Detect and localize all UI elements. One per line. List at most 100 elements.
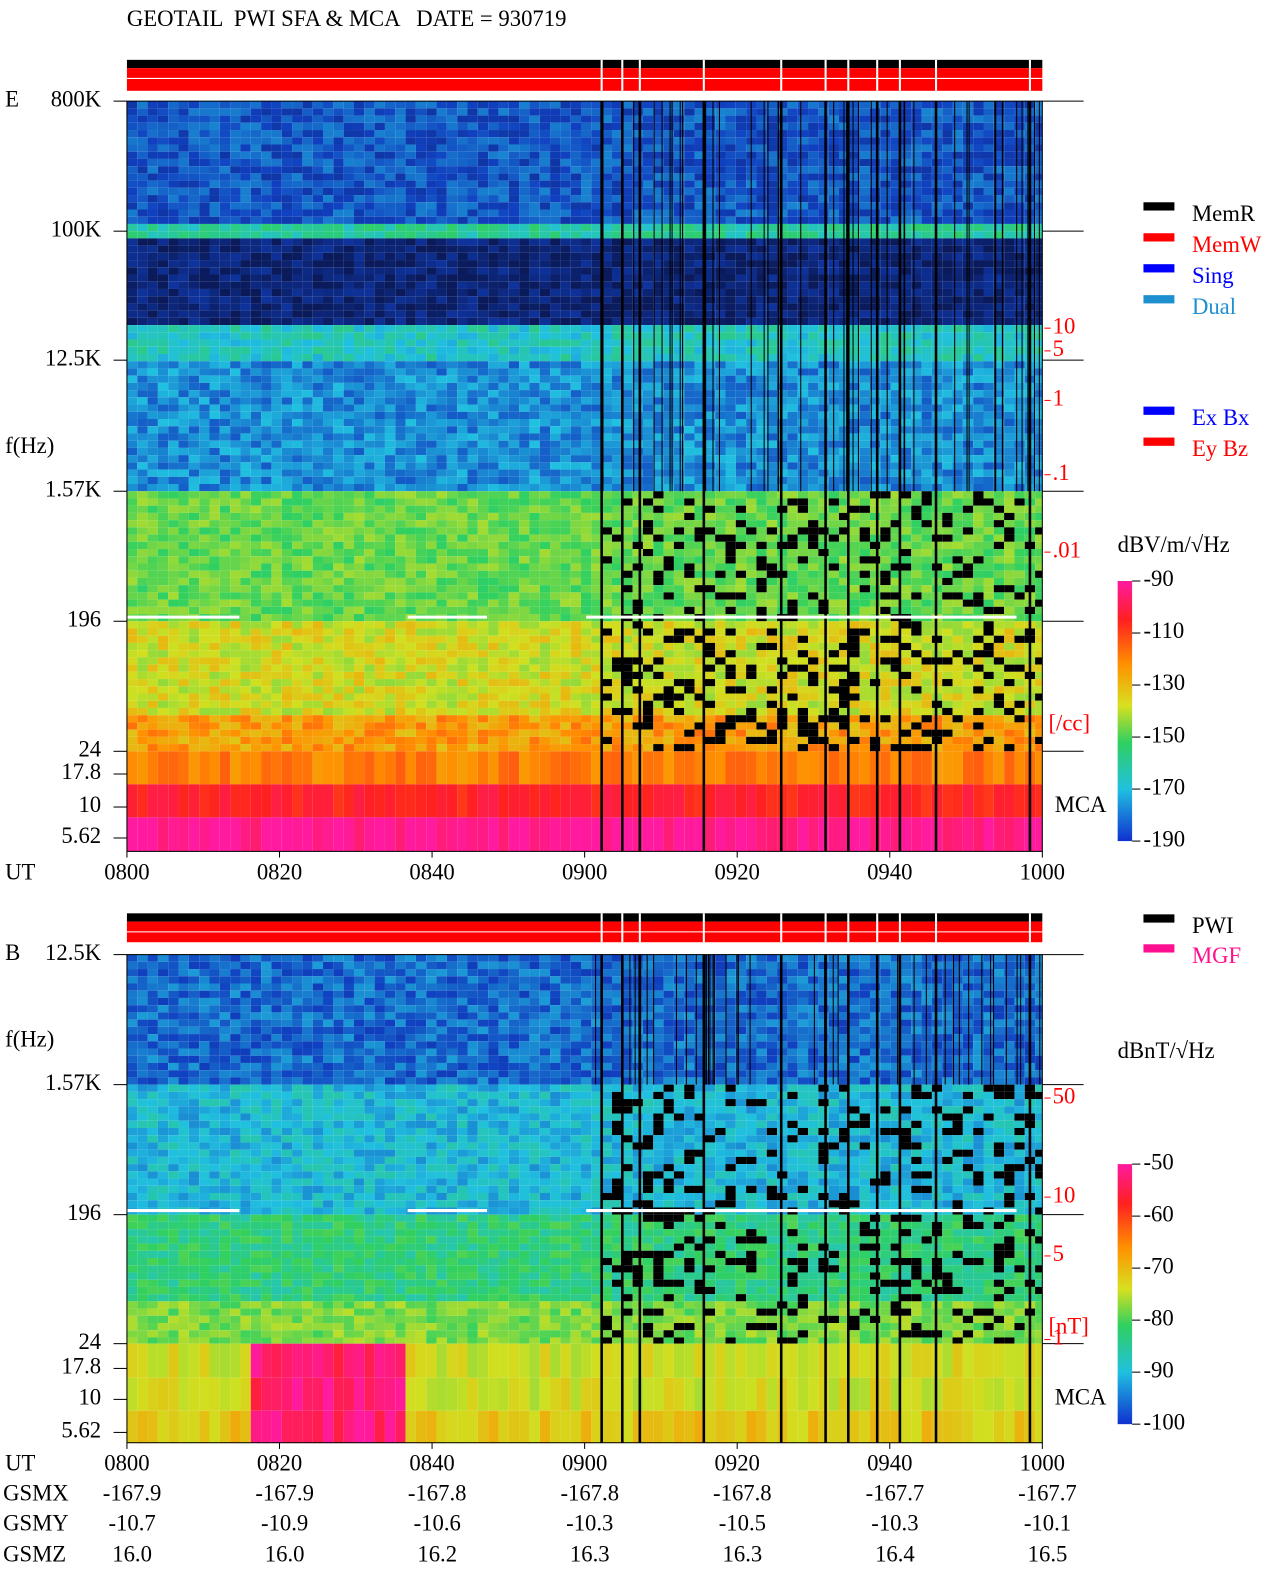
spectrogram-cell: [343, 426, 354, 434]
spectrogram-cell: [673, 231, 685, 239]
spectrogram-cell: [539, 455, 551, 463]
spectrogram-cell: [168, 144, 179, 152]
spectrogram-cell: [323, 325, 334, 333]
spectrogram-cell: [457, 173, 468, 181]
spectrogram-cell: [725, 267, 736, 275]
spectrogram-cell: [735, 187, 747, 196]
spectrogram-cell: [323, 433, 334, 441]
spectrogram-cell: [869, 245, 881, 253]
spectrogram-cell: [1014, 303, 1025, 311]
spectrogram-cell: [808, 267, 819, 275]
spectrogram-cell: [973, 231, 984, 239]
spectrogram-cell: [581, 137, 592, 145]
spectrogram-cell: [498, 281, 509, 289]
spectrogram-cell: [570, 426, 582, 434]
spectrogram-cell: [601, 310, 612, 318]
spectrogram-cell: [942, 151, 953, 159]
spectrogram-cell: [271, 173, 282, 181]
spectrogram-cell: [849, 447, 860, 456]
spectrogram-cell: [508, 426, 520, 434]
spectrogram-cell: [488, 245, 499, 253]
spectrogram-cell: [436, 426, 447, 434]
spectrogram-cell: [323, 223, 334, 232]
spectrogram-cell: [591, 267, 602, 275]
spectrogram-cell: [137, 491, 148, 499]
spectrogram-cell: [292, 433, 303, 441]
spectrogram-cell: [694, 339, 705, 347]
spectrogram-cell: [426, 267, 437, 275]
spectrogram-cell: [436, 115, 447, 123]
spectrogram-cell: [384, 368, 396, 376]
spectrogram-cell: [787, 469, 798, 477]
spectrogram-cell: [704, 166, 716, 174]
spectrogram-cell: [292, 317, 303, 326]
spectrogram-cell: [261, 144, 272, 152]
spectrogram-cell: [859, 353, 870, 362]
spectrogram-cell: [766, 166, 778, 174]
spectrogram-cell: [942, 274, 953, 282]
spectrogram-cell: [911, 404, 922, 412]
spectrogram-cell: [911, 368, 922, 376]
spectrogram-cell: [498, 433, 509, 441]
spectrogram-cell: [591, 332, 602, 340]
spectrogram-cell: [529, 158, 540, 167]
spectrogram-cell: [281, 411, 293, 419]
spectrogram-cell: [673, 173, 685, 181]
spectrogram-cell: [529, 418, 540, 427]
spectrogram-cell: [993, 144, 1005, 152]
spectrogram-cell: [137, 288, 148, 297]
spectrogram-cell: [622, 390, 633, 398]
spectrogram-cell: [323, 476, 334, 485]
spectrogram-cell: [323, 310, 334, 318]
spectrogram-cell: [725, 195, 736, 203]
spectrogram-cell: [808, 209, 819, 217]
spectrogram-cell: [869, 231, 881, 239]
spectrogram-cell: [1014, 130, 1025, 138]
spectrogram-cell: [178, 137, 189, 145]
spectrogram-cell: [859, 223, 870, 232]
spectrogram-cell: [973, 476, 984, 485]
spectrogram-cell: [808, 151, 819, 159]
spectrogram-cell: [942, 310, 953, 318]
spectrogram-cell: [818, 484, 829, 492]
spectrogram-cell: [395, 440, 406, 448]
spectrogram-cell: [962, 353, 974, 362]
spectrogram-cell: [126, 426, 138, 434]
spectrogram-cell: [601, 267, 612, 275]
spectrogram-cell: [756, 158, 767, 167]
spectrogram-cell: [281, 433, 293, 441]
spectrogram-cell: [725, 476, 736, 485]
spectrogram-cell: [199, 180, 210, 188]
spectrogram-cell: [808, 462, 819, 470]
spectrogram-cell: [694, 426, 705, 434]
spectrogram-cell: [808, 180, 819, 188]
spectrogram-cell: [673, 195, 685, 203]
spectrogram-cell: [457, 303, 468, 311]
spectrogram-cell: [632, 137, 643, 145]
spectrogram-cell: [900, 476, 912, 485]
spectrogram-cell: [952, 325, 963, 333]
spectrogram-cell: [426, 498, 437, 506]
spectrogram-cell: [488, 447, 499, 456]
spectrogram-cell: [250, 368, 262, 376]
spectrogram-cell: [488, 390, 499, 398]
spectrogram-cell: [477, 353, 489, 362]
spectrogram-cell: [292, 144, 303, 152]
spectrogram-cell: [343, 498, 354, 506]
spectrogram-cell: [973, 447, 984, 456]
spectrogram-cell: [126, 491, 138, 499]
spectrogram-cell: [219, 361, 231, 369]
spectrogram-cell: [157, 353, 169, 362]
spectrogram-cell: [766, 288, 778, 297]
spectrogram-cell: [797, 288, 809, 297]
spectrogram-cell: [457, 267, 468, 275]
spectrogram-cell: [797, 158, 809, 167]
spectrogram-cell: [436, 195, 447, 203]
spectrogram-cell: [1004, 325, 1015, 333]
spectrogram-cell: [312, 274, 324, 282]
spectrogram-cell: [137, 151, 148, 159]
spectrogram-cell: [323, 122, 334, 131]
spectrogram-cell: [632, 115, 643, 123]
spectrogram-cell: [261, 353, 272, 362]
spectrogram-cell: [147, 404, 158, 412]
